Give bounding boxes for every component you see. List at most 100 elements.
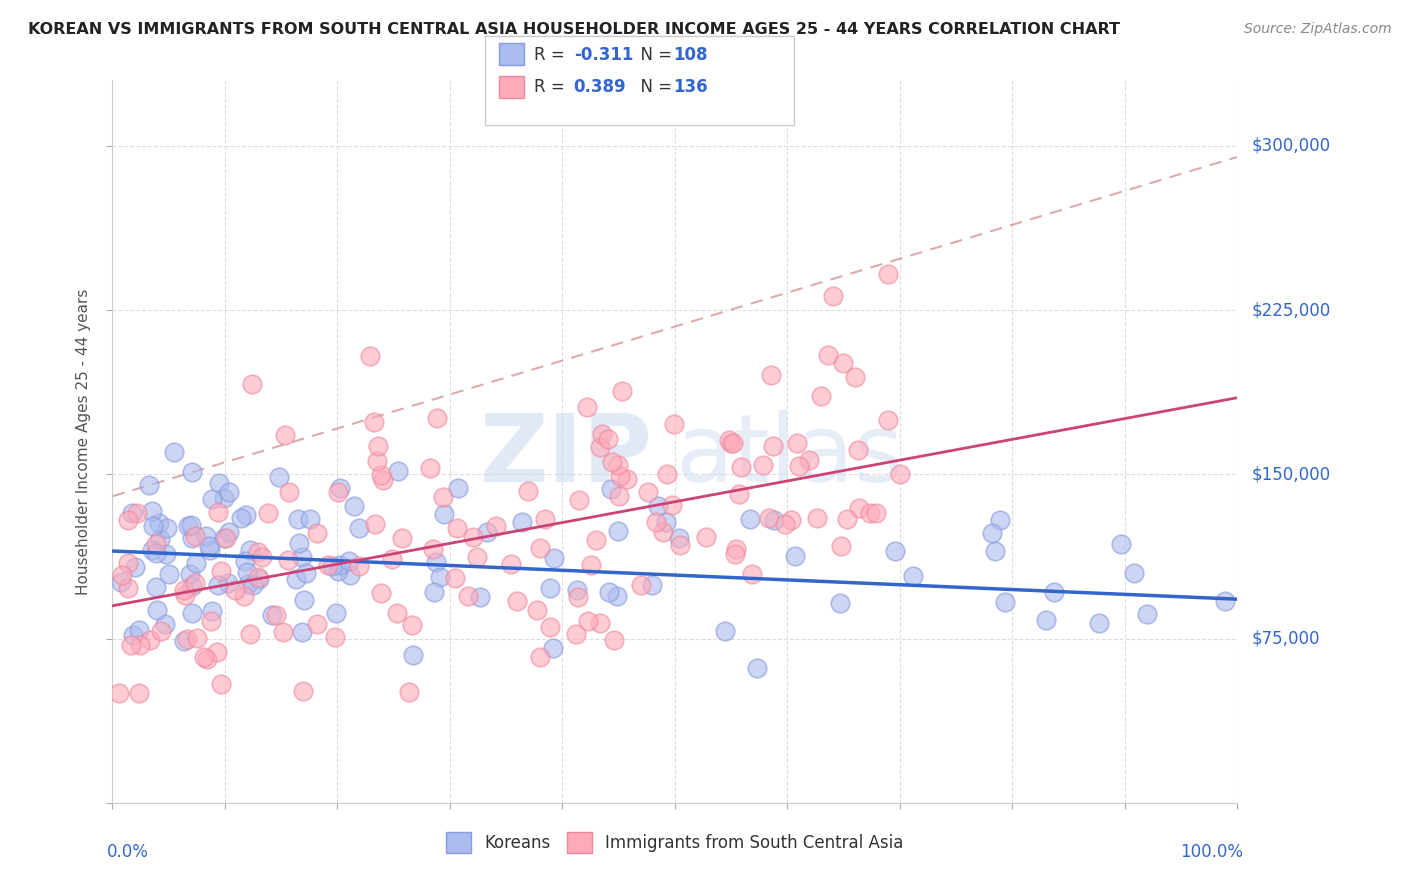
Point bbox=[717, 433, 740, 447]
Point bbox=[277, 553, 299, 567]
Point bbox=[264, 608, 287, 623]
Point bbox=[477, 524, 499, 539]
Point bbox=[200, 542, 222, 557]
Point bbox=[200, 614, 222, 628]
Point bbox=[727, 487, 749, 501]
Point bbox=[387, 464, 409, 478]
Point bbox=[176, 632, 198, 646]
Point bbox=[274, 428, 297, 442]
Point bbox=[641, 577, 664, 591]
Point bbox=[212, 491, 235, 505]
Point bbox=[349, 558, 371, 573]
Legend: Koreans, Immigrants from South Central Asia: Koreans, Immigrants from South Central A… bbox=[439, 826, 911, 860]
Point bbox=[817, 348, 839, 362]
Point bbox=[117, 556, 139, 570]
Point bbox=[988, 513, 1011, 527]
Point bbox=[193, 650, 215, 665]
Point bbox=[141, 504, 163, 518]
Point bbox=[747, 661, 769, 675]
Point bbox=[565, 627, 588, 641]
Text: R =: R = bbox=[534, 46, 571, 64]
Point bbox=[180, 466, 202, 480]
Point bbox=[218, 524, 240, 539]
Point bbox=[616, 472, 638, 486]
Point bbox=[235, 508, 257, 523]
Point bbox=[107, 686, 129, 700]
Point bbox=[163, 445, 186, 459]
Point bbox=[212, 531, 235, 545]
Point bbox=[543, 551, 565, 566]
Point bbox=[401, 648, 423, 663]
Text: 100.0%: 100.0% bbox=[1180, 843, 1243, 861]
Point bbox=[830, 539, 852, 553]
Point bbox=[155, 547, 177, 561]
Point bbox=[588, 616, 610, 631]
Point bbox=[637, 484, 659, 499]
Point bbox=[609, 468, 631, 483]
Point bbox=[419, 461, 441, 475]
Point bbox=[157, 566, 180, 581]
Point bbox=[285, 572, 308, 586]
Point bbox=[287, 512, 309, 526]
Point bbox=[247, 569, 270, 583]
Point bbox=[832, 356, 855, 370]
Point bbox=[714, 624, 737, 638]
Point bbox=[565, 583, 588, 598]
Point bbox=[209, 677, 232, 691]
Point bbox=[630, 577, 652, 591]
Point bbox=[239, 627, 262, 641]
Point bbox=[242, 376, 264, 391]
Point bbox=[173, 634, 195, 648]
Point bbox=[1087, 616, 1109, 631]
Point bbox=[398, 685, 420, 699]
Point bbox=[364, 517, 387, 532]
Point bbox=[326, 485, 349, 500]
Point bbox=[576, 614, 599, 628]
Point bbox=[145, 580, 167, 594]
Point bbox=[568, 492, 591, 507]
Text: $300,000: $300,000 bbox=[1251, 137, 1330, 155]
Point bbox=[145, 546, 167, 560]
Point bbox=[465, 550, 488, 565]
Point bbox=[762, 439, 785, 453]
Point bbox=[468, 591, 491, 605]
Point bbox=[447, 481, 470, 495]
Point bbox=[326, 564, 349, 578]
Point bbox=[589, 441, 612, 455]
Point bbox=[186, 557, 208, 571]
Point bbox=[773, 516, 796, 531]
Point bbox=[179, 566, 201, 581]
Point bbox=[647, 500, 669, 514]
Point bbox=[217, 576, 239, 591]
Point bbox=[148, 516, 170, 530]
Point bbox=[876, 412, 898, 426]
Point bbox=[848, 500, 870, 515]
Point bbox=[821, 289, 844, 303]
Text: 108: 108 bbox=[673, 46, 709, 64]
Text: Source: ZipAtlas.com: Source: ZipAtlas.com bbox=[1244, 22, 1392, 37]
Point bbox=[1136, 607, 1159, 622]
Point bbox=[186, 631, 208, 645]
Point bbox=[124, 559, 146, 574]
Point bbox=[138, 478, 160, 492]
Point bbox=[461, 530, 484, 544]
Point bbox=[201, 604, 224, 618]
Point bbox=[724, 547, 747, 561]
Point bbox=[444, 571, 467, 585]
Text: ZIP: ZIP bbox=[479, 410, 652, 502]
Point bbox=[534, 512, 557, 526]
Point bbox=[779, 513, 801, 527]
Point bbox=[173, 588, 195, 602]
Point bbox=[654, 515, 676, 529]
Point bbox=[606, 524, 628, 538]
Point bbox=[277, 485, 299, 500]
Point bbox=[262, 607, 284, 622]
Point bbox=[267, 470, 290, 484]
Point bbox=[200, 492, 222, 507]
Text: 136: 136 bbox=[673, 78, 709, 96]
Point bbox=[129, 638, 152, 652]
Point bbox=[425, 555, 447, 569]
Point bbox=[724, 542, 747, 557]
Point bbox=[598, 432, 620, 446]
Point bbox=[432, 490, 454, 504]
